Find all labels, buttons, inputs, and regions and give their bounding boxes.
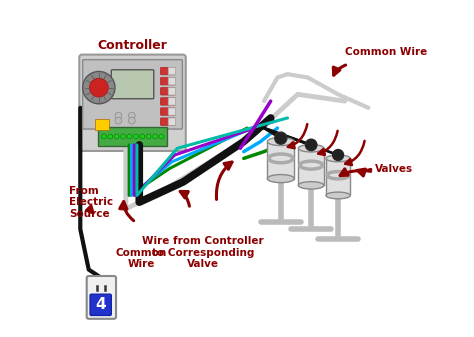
Text: Controller: Controller [98, 39, 167, 52]
FancyBboxPatch shape [161, 67, 175, 75]
Circle shape [333, 150, 343, 160]
FancyBboxPatch shape [298, 148, 324, 185]
FancyBboxPatch shape [168, 118, 176, 125]
FancyBboxPatch shape [168, 88, 176, 95]
Ellipse shape [298, 145, 324, 152]
Text: From
Electric
Source: From Electric Source [69, 186, 113, 219]
Circle shape [159, 134, 164, 139]
Circle shape [153, 134, 157, 139]
FancyBboxPatch shape [98, 127, 167, 146]
FancyBboxPatch shape [161, 98, 175, 105]
FancyBboxPatch shape [79, 55, 186, 151]
Circle shape [275, 132, 287, 144]
FancyBboxPatch shape [161, 88, 175, 95]
Circle shape [127, 134, 132, 139]
FancyBboxPatch shape [168, 108, 176, 115]
Circle shape [115, 112, 122, 119]
Circle shape [114, 134, 119, 139]
Ellipse shape [326, 155, 350, 162]
FancyBboxPatch shape [90, 294, 111, 315]
Circle shape [134, 134, 138, 139]
Text: 4: 4 [95, 297, 106, 312]
FancyBboxPatch shape [168, 67, 176, 75]
Circle shape [146, 134, 151, 139]
Circle shape [82, 71, 115, 104]
Text: Common Wire: Common Wire [345, 47, 427, 57]
Text: Common
Wire: Common Wire [115, 248, 166, 269]
Circle shape [333, 150, 344, 160]
Circle shape [101, 134, 106, 139]
Ellipse shape [298, 182, 324, 189]
Ellipse shape [267, 175, 294, 183]
Circle shape [276, 133, 286, 143]
FancyBboxPatch shape [161, 78, 175, 85]
Circle shape [90, 78, 108, 97]
Circle shape [121, 134, 126, 139]
Text: Valves: Valves [375, 163, 413, 174]
Circle shape [140, 134, 145, 139]
Circle shape [108, 134, 113, 139]
FancyBboxPatch shape [82, 60, 182, 129]
FancyBboxPatch shape [168, 78, 176, 85]
Ellipse shape [267, 137, 294, 146]
Circle shape [306, 140, 316, 150]
FancyBboxPatch shape [87, 276, 116, 319]
Circle shape [115, 117, 122, 124]
FancyBboxPatch shape [111, 70, 154, 99]
FancyBboxPatch shape [168, 98, 176, 105]
Circle shape [305, 139, 317, 151]
FancyBboxPatch shape [267, 142, 294, 179]
Text: Wire from Controller
to Corresponding
Valve: Wire from Controller to Corresponding Va… [143, 236, 264, 269]
FancyBboxPatch shape [161, 108, 175, 115]
Ellipse shape [326, 192, 350, 199]
FancyBboxPatch shape [95, 119, 109, 130]
FancyBboxPatch shape [161, 118, 175, 125]
Circle shape [128, 112, 135, 119]
Circle shape [128, 117, 135, 124]
FancyBboxPatch shape [326, 158, 350, 195]
